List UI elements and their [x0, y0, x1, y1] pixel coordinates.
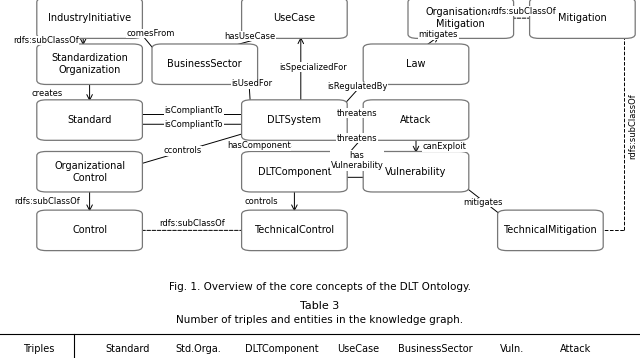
- Text: Vulnerability: Vulnerability: [385, 167, 447, 177]
- FancyBboxPatch shape: [37, 151, 143, 192]
- Text: controls: controls: [244, 197, 278, 205]
- Text: hasUseCase: hasUseCase: [224, 32, 275, 41]
- Text: isCompliantTo: isCompliantTo: [164, 106, 223, 115]
- Text: mitigates: mitigates: [463, 198, 503, 207]
- Text: Control: Control: [72, 226, 107, 235]
- Text: canExploit: canExploit: [423, 142, 467, 151]
- Text: DLTComponent: DLTComponent: [257, 167, 332, 177]
- FancyBboxPatch shape: [37, 44, 143, 84]
- FancyBboxPatch shape: [242, 100, 347, 140]
- Text: Organisational
Mitigation: Organisational Mitigation: [425, 8, 497, 29]
- FancyBboxPatch shape: [37, 0, 143, 38]
- FancyBboxPatch shape: [152, 44, 257, 84]
- Text: threatens: threatens: [337, 108, 378, 117]
- FancyBboxPatch shape: [37, 210, 143, 251]
- FancyBboxPatch shape: [408, 0, 514, 38]
- Text: has
Vulnerability: has Vulnerability: [331, 151, 383, 170]
- Text: Attack: Attack: [401, 115, 431, 125]
- Text: DLTSystem: DLTSystem: [268, 115, 321, 125]
- Text: rdfs:subClassOf: rdfs:subClassOf: [13, 36, 79, 45]
- Text: comesFrom: comesFrom: [126, 29, 175, 38]
- FancyBboxPatch shape: [530, 0, 636, 38]
- Text: TechnicalMitigation: TechnicalMitigation: [504, 226, 597, 235]
- Text: mitigates: mitigates: [419, 30, 458, 39]
- Text: Vuln.: Vuln.: [500, 344, 524, 354]
- Text: Standard: Standard: [67, 115, 112, 125]
- Text: Fig. 1. Overview of the core concepts of the DLT Ontology.: Fig. 1. Overview of the core concepts of…: [169, 282, 471, 292]
- Text: rdfs:subClassOf: rdfs:subClassOf: [159, 219, 225, 228]
- Text: isUsedFor: isUsedFor: [231, 79, 272, 88]
- Text: isRegulatedBy: isRegulatedBy: [327, 82, 387, 91]
- FancyBboxPatch shape: [242, 210, 347, 251]
- Text: Attack: Attack: [561, 344, 591, 354]
- Text: UseCase: UseCase: [273, 13, 316, 23]
- Text: isCompliantTo: isCompliantTo: [164, 120, 223, 129]
- Text: UseCase: UseCase: [337, 344, 380, 354]
- Text: TechnicalControl: TechnicalControl: [254, 226, 335, 235]
- FancyBboxPatch shape: [498, 210, 604, 251]
- Text: Triples: Triples: [22, 344, 54, 354]
- Text: threatens: threatens: [337, 134, 378, 143]
- Text: Number of triples and entities in the knowledge graph.: Number of triples and entities in the kn…: [177, 315, 463, 325]
- Text: Std.Orga.: Std.Orga.: [175, 344, 221, 354]
- Text: isSpecializedFor: isSpecializedFor: [280, 63, 348, 72]
- Text: rdfs:subClassOf: rdfs:subClassOf: [14, 197, 79, 205]
- Text: Organizational
Control: Organizational Control: [54, 161, 125, 183]
- FancyBboxPatch shape: [242, 0, 347, 38]
- Text: BusinessSector: BusinessSector: [168, 59, 242, 69]
- Text: Law: Law: [406, 59, 426, 69]
- FancyBboxPatch shape: [364, 151, 468, 192]
- Text: hasComponent: hasComponent: [227, 141, 291, 150]
- FancyBboxPatch shape: [37, 100, 143, 140]
- FancyBboxPatch shape: [364, 44, 468, 84]
- Text: DLTComponent: DLTComponent: [244, 344, 319, 354]
- Text: BusinessSector: BusinessSector: [398, 344, 472, 354]
- Text: Table 3: Table 3: [300, 301, 340, 311]
- Text: Standard: Standard: [106, 344, 150, 354]
- Text: Mitigation: Mitigation: [558, 13, 607, 23]
- FancyBboxPatch shape: [242, 151, 347, 192]
- Text: Standardization
Organization: Standardization Organization: [51, 53, 128, 75]
- Text: creates: creates: [31, 89, 62, 98]
- Text: ccontrols: ccontrols: [163, 146, 202, 155]
- Text: IndustryInitiative: IndustryInitiative: [48, 13, 131, 23]
- Text: rdfs:subClassOf: rdfs:subClassOf: [628, 93, 637, 159]
- Text: rdfs:subClassOf: rdfs:subClassOf: [491, 7, 556, 16]
- FancyBboxPatch shape: [364, 100, 468, 140]
